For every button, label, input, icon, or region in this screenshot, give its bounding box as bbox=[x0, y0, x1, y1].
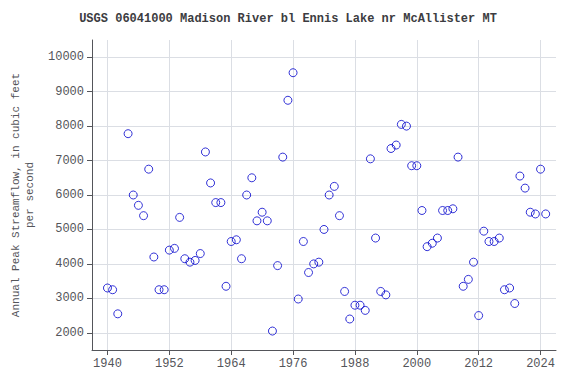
svg-text:USGS 06041000 Madison River bl: USGS 06041000 Madison River bl Ennis Lak… bbox=[79, 12, 497, 26]
svg-text:Annual Peak Streamflow, in cub: Annual Peak Streamflow, in cubic feet bbox=[10, 73, 22, 317]
svg-text:4000: 4000 bbox=[55, 257, 84, 271]
svg-text:5000: 5000 bbox=[55, 222, 84, 236]
svg-text:2012: 2012 bbox=[464, 357, 493, 371]
svg-text:1988: 1988 bbox=[341, 357, 370, 371]
svg-text:6000: 6000 bbox=[55, 188, 84, 202]
svg-text:2000: 2000 bbox=[55, 326, 84, 340]
svg-text:8000: 8000 bbox=[55, 119, 84, 133]
svg-text:9000: 9000 bbox=[55, 85, 84, 99]
svg-text:7000: 7000 bbox=[55, 154, 84, 168]
svg-text:3000: 3000 bbox=[55, 291, 84, 305]
svg-text:1952: 1952 bbox=[155, 357, 184, 371]
svg-text:2000: 2000 bbox=[402, 357, 431, 371]
svg-text:1964: 1964 bbox=[217, 357, 246, 371]
svg-text:2024: 2024 bbox=[526, 357, 555, 371]
svg-text:1976: 1976 bbox=[279, 357, 308, 371]
svg-text:1940: 1940 bbox=[93, 357, 122, 371]
svg-text:10000: 10000 bbox=[48, 50, 84, 64]
svg-text:per second: per second bbox=[24, 162, 36, 228]
